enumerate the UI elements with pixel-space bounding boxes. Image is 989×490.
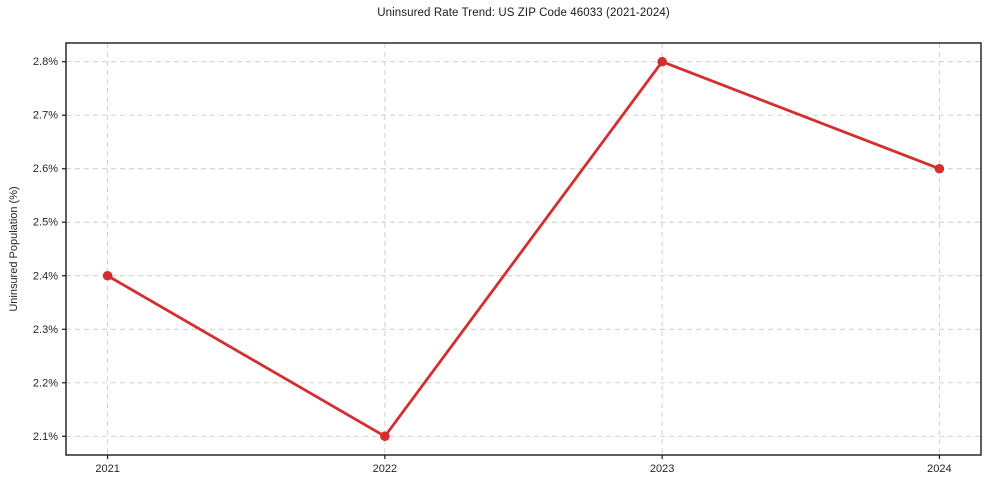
y-tick-label: 2.1% (33, 431, 58, 443)
chart-title: Uninsured Rate Trend: US ZIP Code 46033 … (377, 7, 670, 19)
x-tick-label: 2021 (95, 463, 119, 475)
y-tick-label: 2.8% (33, 56, 58, 68)
y-tick-label: 2.7% (33, 110, 58, 122)
y-tick-label: 2.3% (33, 324, 58, 336)
x-tick-label: 2022 (373, 463, 397, 475)
plot-border (65, 42, 982, 456)
data-point-2023 (657, 56, 667, 67)
data-point-2022 (380, 431, 390, 442)
x-tick-label: 2024 (927, 463, 951, 475)
trend-line (106, 60, 941, 438)
data-point-2024 (934, 163, 945, 174)
y-tick-label: 2.6% (33, 163, 58, 175)
y-tick-label: 2.4% (33, 270, 58, 282)
y-tick-label: 2.5% (33, 217, 58, 229)
y-tick-label: 2.2% (33, 377, 58, 389)
y-axis-label: Uninsured Population (%) (8, 186, 20, 312)
x-tick-label: 2023 (650, 463, 674, 475)
data-point-2021 (102, 270, 113, 281)
